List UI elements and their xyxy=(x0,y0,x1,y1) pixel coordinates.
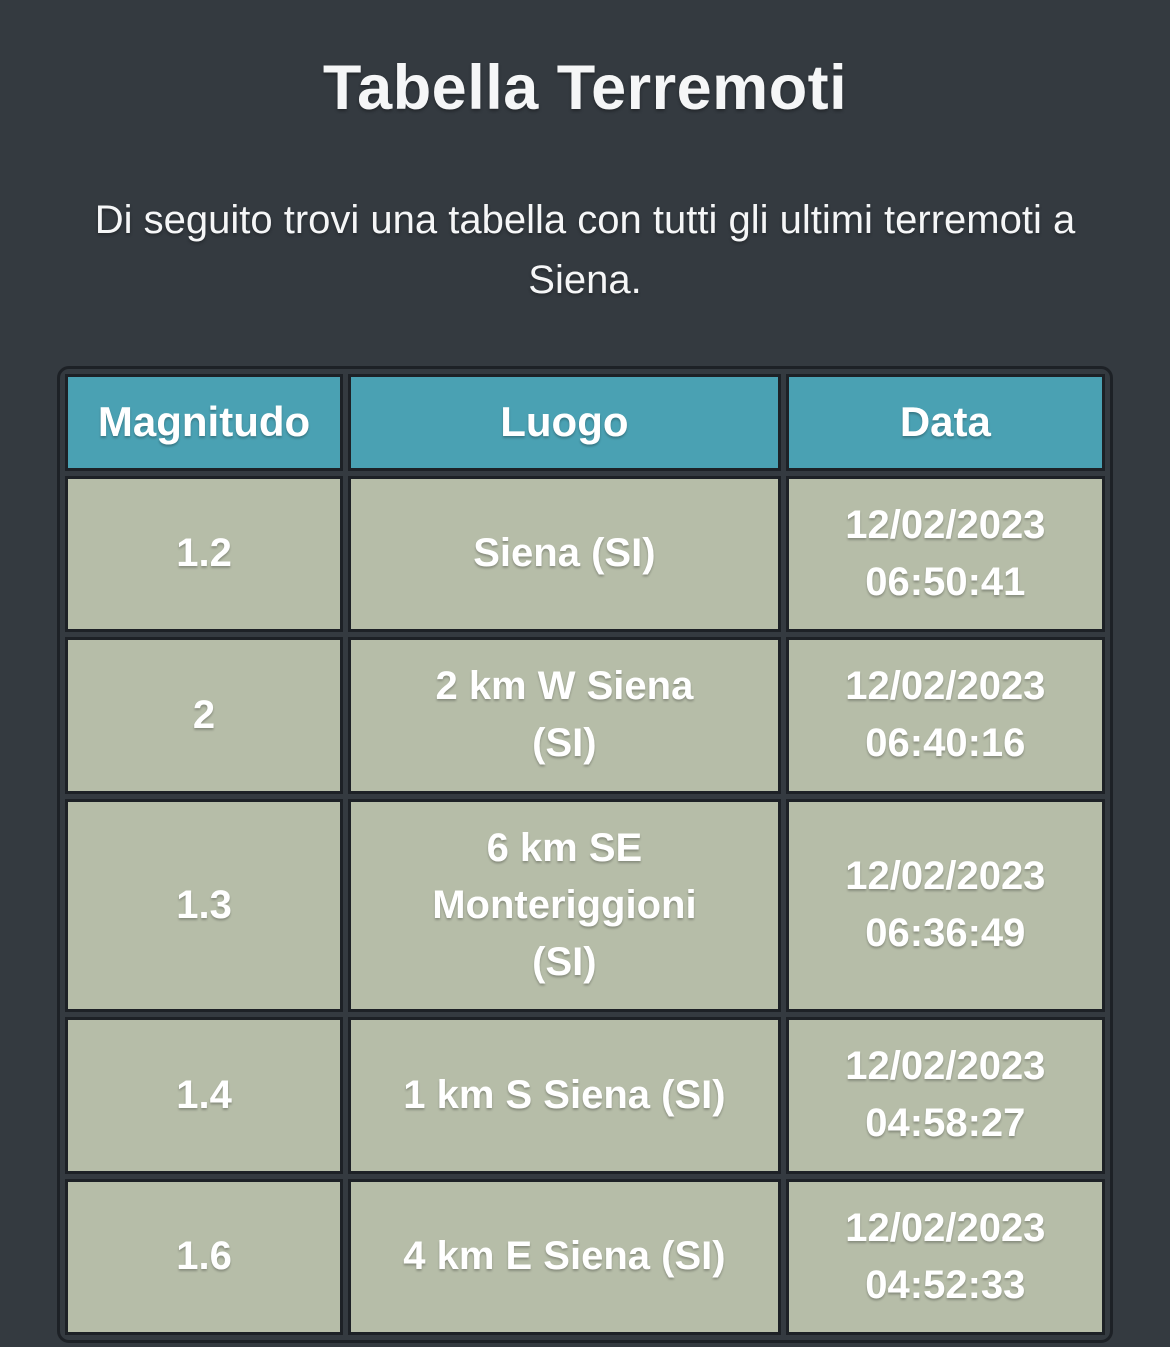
table-row: 2 2 km W Siena (SI) 12/02/2023 06:40:16 xyxy=(65,637,1105,794)
luogo-cell: 1 km S Siena (SI) xyxy=(348,1017,781,1174)
luogo-cell: 6 km SE Monteriggioni (SI) xyxy=(348,798,781,1013)
magnitudo-cell: 1.3 xyxy=(65,798,344,1013)
luogo-cell: 4 km E Siena (SI) xyxy=(348,1178,781,1335)
earthquake-table: Magnitudo Luogo Data 1.2 Siena (SI) 12/0… xyxy=(60,369,1110,1339)
page-title: Tabella Terremoti xyxy=(322,53,848,123)
data-cell: 12/02/2023 06:36:49 xyxy=(785,798,1105,1013)
luogo-cell: 2 km W Siena (SI) xyxy=(348,637,781,794)
table-row: 1.6 4 km E Siena (SI) 12/02/2023 04:52:3… xyxy=(65,1178,1105,1335)
magnitudo-cell: 1.2 xyxy=(65,475,344,633)
earthquake-table-container: Magnitudo Luogo Data 1.2 Siena (SI) 12/0… xyxy=(57,366,1113,1343)
data-cell: 12/02/2023 06:40:16 xyxy=(785,637,1105,794)
data-cell: 12/02/2023 04:52:33 xyxy=(785,1178,1105,1335)
magnitudo-cell: 1.4 xyxy=(65,1017,344,1174)
column-header-data: Data xyxy=(785,374,1105,471)
magnitudo-cell: 1.6 xyxy=(65,1178,344,1335)
table-row: 1.2 Siena (SI) 12/02/2023 06:50:41 xyxy=(65,475,1105,633)
table-row: 1.4 1 km S Siena (SI) 12/02/2023 04:58:2… xyxy=(65,1017,1105,1174)
table-row: 1.3 6 km SE Monteriggioni (SI) 12/02/202… xyxy=(65,798,1105,1013)
luogo-cell: Siena (SI) xyxy=(348,475,781,633)
column-header-magnitudo: Magnitudo xyxy=(65,374,344,471)
data-cell: 12/02/2023 06:50:41 xyxy=(785,475,1105,633)
table-header-row: Magnitudo Luogo Data xyxy=(65,374,1105,471)
data-cell: 12/02/2023 04:58:27 xyxy=(785,1017,1105,1174)
page-subtitle: Di seguito trovi una tabella con tutti g… xyxy=(94,198,1076,303)
column-header-luogo: Luogo xyxy=(348,374,781,471)
magnitudo-cell: 2 xyxy=(65,637,344,794)
